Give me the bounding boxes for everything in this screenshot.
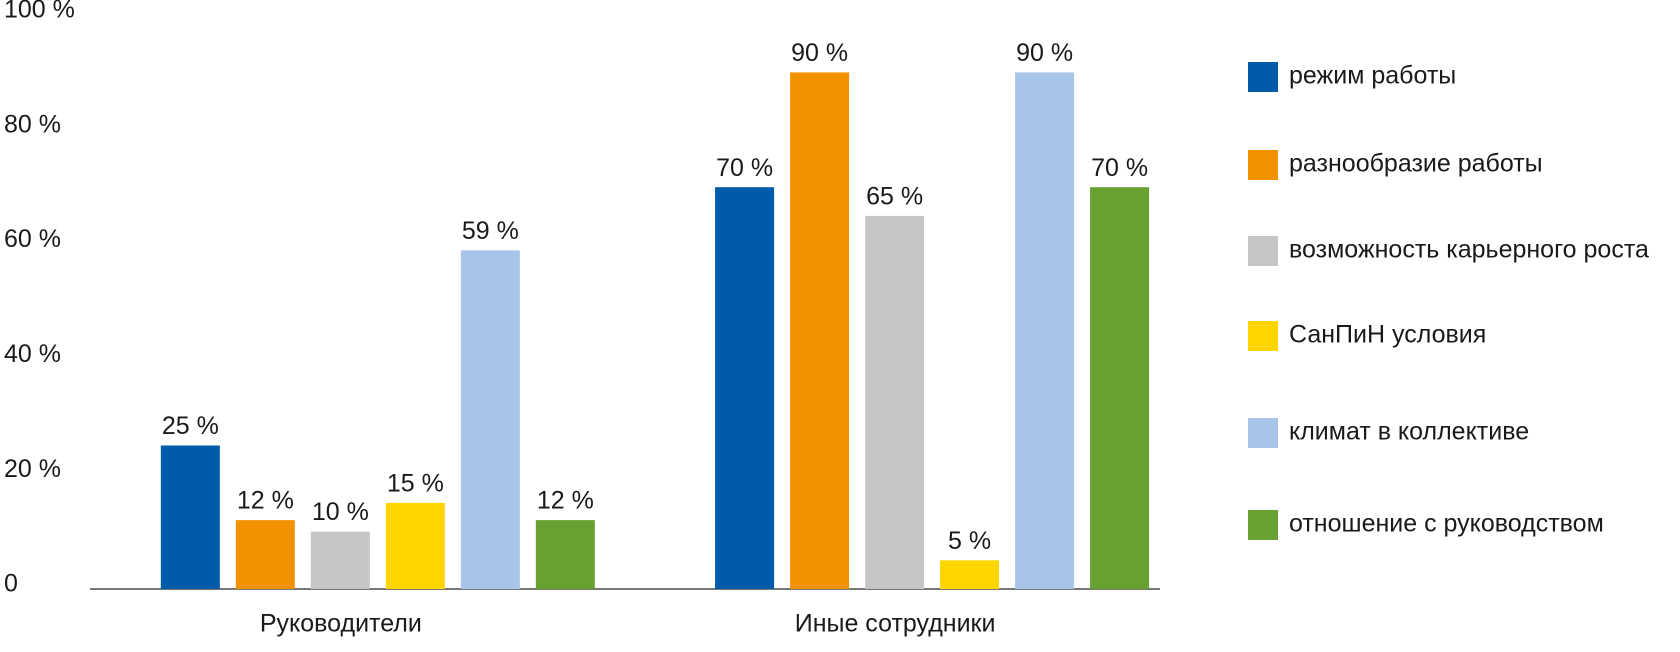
value-label: 90 % [1016, 39, 1073, 67]
value-label: 5 % [948, 527, 991, 555]
legend-swatch [1248, 418, 1278, 448]
legend-label: отношение с руководством [1289, 510, 1604, 538]
value-label: 25 % [162, 412, 219, 440]
bar [385, 502, 445, 589]
y-tick-label: 40 % [4, 340, 61, 368]
legend-swatch [1248, 150, 1278, 180]
legend-swatch [1248, 510, 1278, 540]
y-tick-label: 80 % [4, 110, 61, 138]
bar [790, 72, 850, 589]
bar [865, 215, 925, 589]
x-tick-label: Иные сотрудники [795, 610, 996, 638]
value-label: 15 % [387, 470, 444, 498]
value-label: 10 % [312, 498, 369, 526]
value-label: 90 % [791, 39, 848, 67]
y-tick-label: 20 % [4, 455, 61, 483]
bar [940, 560, 1000, 589]
bar [535, 520, 595, 589]
legend-label: климат в коллективе [1289, 418, 1529, 446]
value-label: 59 % [462, 217, 519, 245]
y-tick-label: 0 [4, 570, 18, 598]
y-tick-label: 100 % [4, 0, 75, 24]
value-label: 70 % [716, 154, 773, 182]
legend-label: режим работы [1289, 62, 1456, 90]
legend-label: возможность карьерного роста [1289, 236, 1649, 264]
bar [715, 187, 775, 589]
value-label: 65 % [866, 183, 923, 211]
legend-swatch [1248, 321, 1278, 351]
bar [1090, 187, 1150, 589]
value-label: 12 % [537, 487, 594, 515]
bar [460, 250, 520, 589]
value-label: 70 % [1091, 154, 1148, 182]
x-tick-label: Руководители [260, 610, 422, 638]
legend-label: разнообразие работы [1289, 150, 1543, 178]
bar [160, 445, 220, 589]
bar [310, 531, 370, 589]
legend-swatch [1248, 236, 1278, 266]
bar [1015, 72, 1075, 589]
value-label: 12 % [237, 487, 294, 515]
legend-label: СанПиН условия [1289, 321, 1486, 349]
bar [235, 520, 295, 589]
legend-swatch [1248, 62, 1278, 92]
y-tick-label: 60 % [4, 225, 61, 253]
